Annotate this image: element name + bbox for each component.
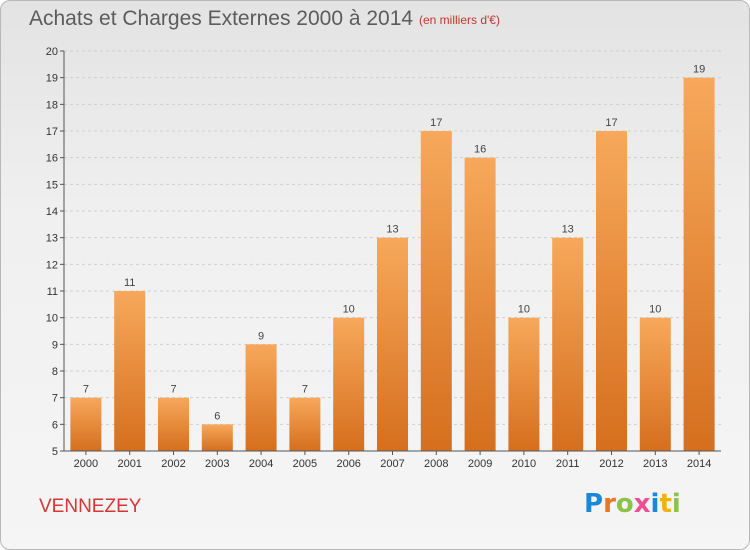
x-tick-label: 2002 [161, 458, 185, 470]
y-tick-label: 7 [52, 393, 58, 405]
bar-2004 [245, 344, 277, 451]
x-tick-label: 2010 [512, 458, 536, 470]
data-label: 17 [605, 117, 617, 129]
x-tick-label: 2004 [249, 458, 273, 470]
y-tick-label: 12 [46, 259, 58, 271]
axes [60, 50, 721, 455]
bar-2006 [333, 317, 365, 451]
x-tick-label: 2006 [336, 458, 360, 470]
y-tick-label: 13 [46, 233, 58, 245]
chart-title: Achats et Charges Externes 2000 à 2014 [29, 7, 414, 30]
bar-2013 [639, 317, 671, 451]
logo-letter: P [584, 489, 604, 519]
y-tick-label: 10 [46, 313, 58, 325]
y-tick-label: 19 [46, 73, 58, 85]
logo-letter: o [615, 489, 634, 519]
logo-letter: i [671, 489, 681, 519]
x-tick-label: 2013 [643, 458, 667, 470]
logo-letter: t [659, 489, 672, 519]
bar-2010 [508, 317, 540, 451]
data-label: 7 [302, 384, 308, 396]
x-tick-label: 2007 [380, 458, 404, 470]
bar-2012 [596, 131, 627, 451]
data-label: 17 [430, 117, 442, 129]
bar-2014 [683, 77, 715, 452]
y-tick-label: 6 [52, 419, 58, 431]
y-tick-label: 5 [52, 446, 58, 458]
x-tick-label: 2003 [205, 458, 229, 470]
x-tick-label: 2008 [424, 458, 448, 470]
y-tick-label: 16 [46, 153, 58, 165]
logo-letter: x [633, 489, 651, 519]
x-tick-label: 2011 [556, 458, 580, 470]
y-tick-label: 18 [46, 99, 58, 111]
data-label: 10 [649, 304, 661, 316]
x-tick-label: 2000 [74, 458, 98, 470]
y-tick-label: 17 [46, 126, 58, 138]
data-label: 7 [170, 384, 176, 396]
data-label: 16 [474, 144, 486, 156]
y-tick-label: 20 [46, 46, 58, 58]
bar-2009 [464, 157, 496, 451]
bar-2002 [158, 397, 189, 451]
y-tick-label: 11 [47, 286, 58, 298]
data-label: 6 [214, 410, 220, 422]
commune-name: VENNEZEY [39, 496, 142, 517]
bar-2008 [420, 131, 452, 451]
y-tick-label: 9 [52, 339, 58, 351]
bar-2011 [552, 237, 584, 451]
y-tick-label: 14 [46, 206, 58, 218]
data-label: 10 [343, 304, 355, 316]
data-label: 7 [83, 384, 89, 396]
bar-2000 [70, 397, 102, 451]
x-tick-label: 2014 [687, 458, 711, 470]
x-tick-label: 2012 [599, 458, 623, 470]
y-tick-label: 15 [46, 179, 58, 191]
bar-2003 [201, 424, 233, 451]
logo-letter: r [603, 489, 616, 519]
bars [70, 77, 715, 452]
data-label: 9 [258, 330, 264, 342]
data-label: 19 [693, 64, 705, 76]
data-label: 11 [124, 277, 135, 289]
x-tick-label: 2001 [117, 458, 141, 470]
data-label: 10 [518, 304, 530, 316]
bar-2007 [377, 237, 408, 451]
logo-letter: i [650, 489, 660, 519]
data-label: 13 [562, 224, 574, 236]
chart-subtitle: (en milliers d'€) [419, 13, 500, 27]
bar-2001 [114, 291, 146, 451]
x-tick-label: 2005 [293, 458, 317, 470]
bar-2005 [289, 397, 321, 451]
data-label: 13 [386, 224, 398, 236]
proxiti-logo: Proxiti [584, 489, 681, 519]
labels: 5 6 7 8 9 10 11 12 13 14 15 16 17 18 19 20 7 2000 11 2001 7 2… [46, 46, 712, 470]
x-tick-label: 2009 [468, 458, 492, 470]
y-tick-label: 8 [52, 366, 58, 378]
